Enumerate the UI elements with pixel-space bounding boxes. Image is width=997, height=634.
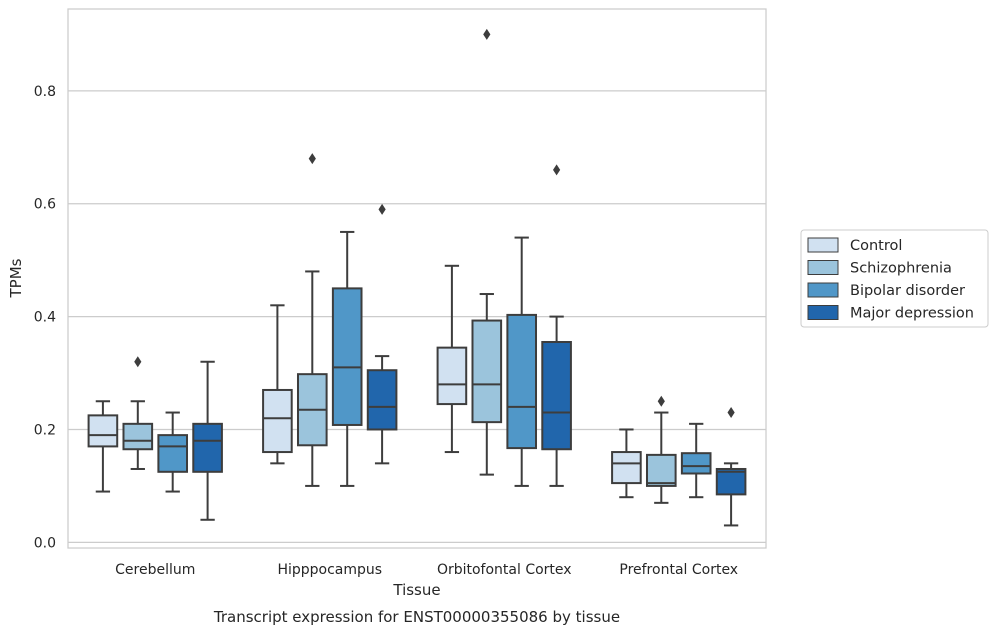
box-group	[87, 400, 119, 493]
box-group	[436, 264, 468, 454]
legend-item: Schizophrenia	[807, 260, 952, 277]
iqr-box	[366, 369, 398, 431]
legend-label: Control	[850, 238, 902, 254]
box-series	[87, 28, 747, 527]
iqr-box	[506, 313, 538, 450]
y-axis-ticks: 0.0 0.2 0.4 0.6 0.8	[34, 84, 56, 552]
x-axis-title: Tissue	[392, 581, 440, 599]
box-group	[192, 360, 223, 521]
outlier-point	[378, 203, 386, 215]
iqr-box	[331, 287, 363, 426]
iqr-box	[541, 340, 572, 451]
iqr-box	[611, 451, 642, 485]
outlier-point	[308, 153, 316, 165]
box-group	[611, 428, 642, 499]
iqr-box	[715, 467, 747, 496]
box-group	[366, 203, 398, 465]
legend-item: Bipolar disorder	[807, 282, 965, 299]
series-bipolar-disorder	[157, 230, 712, 499]
legend-items: Control Schizophrenia Bipolar disorder Majo…	[807, 237, 974, 322]
box-group	[715, 407, 747, 527]
legend-label: Schizophrenia	[850, 261, 952, 277]
box-group	[122, 356, 154, 470]
y-tick-label: 0.2	[34, 422, 56, 438]
outlier-point	[657, 395, 665, 407]
x-tick-label: Cerebellum	[115, 562, 195, 578]
series-major-depression	[192, 164, 747, 527]
legend-swatch	[807, 282, 839, 298]
legend-item: Control	[807, 237, 902, 254]
iqr-box	[262, 388, 293, 454]
y-tick-label: 0.8	[34, 84, 56, 100]
box-group	[645, 395, 677, 504]
x-tick-label: Orbitofontal Cortex	[437, 562, 572, 578]
y-tick-label: 0.6	[34, 197, 56, 213]
outlier-point	[553, 164, 561, 176]
series-control	[87, 264, 642, 499]
box-group	[157, 411, 189, 493]
outlier-point	[727, 407, 735, 419]
box-group	[680, 422, 712, 499]
box-group	[471, 28, 503, 476]
outlier-point	[483, 28, 491, 40]
x-axis-ticks: Cerebellum Hipppocampus Orbitofontal Corte…	[115, 562, 738, 578]
iqr-box	[680, 452, 712, 475]
chart-caption: Transcript expression for ENST0000035508…	[213, 608, 620, 626]
legend-frame	[800, 229, 989, 328]
series-schizophrenia	[122, 28, 677, 504]
iqr-box	[192, 422, 223, 473]
legend: Control Schizophrenia Bipolar disorder Majo…	[800, 229, 989, 328]
y-tick-label: 0.4	[34, 310, 56, 326]
plot-area-frame	[67, 8, 767, 549]
iqr-box	[436, 346, 468, 406]
grid-lines	[68, 90, 766, 543]
x-tick-label: Hipppocampus	[277, 562, 382, 578]
iqr-box	[87, 414, 119, 448]
legend-label: Major depression	[850, 306, 974, 322]
box-group	[262, 304, 293, 465]
box-group	[541, 164, 572, 487]
iqr-box	[645, 453, 677, 487]
legend-swatch	[807, 305, 839, 320]
y-tick-label: 0.0	[34, 535, 56, 551]
iqr-box	[157, 434, 189, 473]
x-tick-label: Prefrontal Cortex	[619, 562, 738, 578]
legend-item: Major depression	[807, 305, 974, 322]
legend-swatch	[807, 237, 839, 253]
y-axis-title: TPMs	[7, 258, 25, 298]
outlier-point	[134, 356, 142, 368]
legend-label: Bipolar disorder	[850, 283, 965, 299]
box-group	[331, 230, 363, 487]
iqr-box	[471, 319, 503, 424]
iqr-box	[122, 422, 154, 451]
box-group	[506, 236, 538, 487]
box-group	[296, 153, 328, 487]
legend-swatch	[807, 260, 839, 275]
